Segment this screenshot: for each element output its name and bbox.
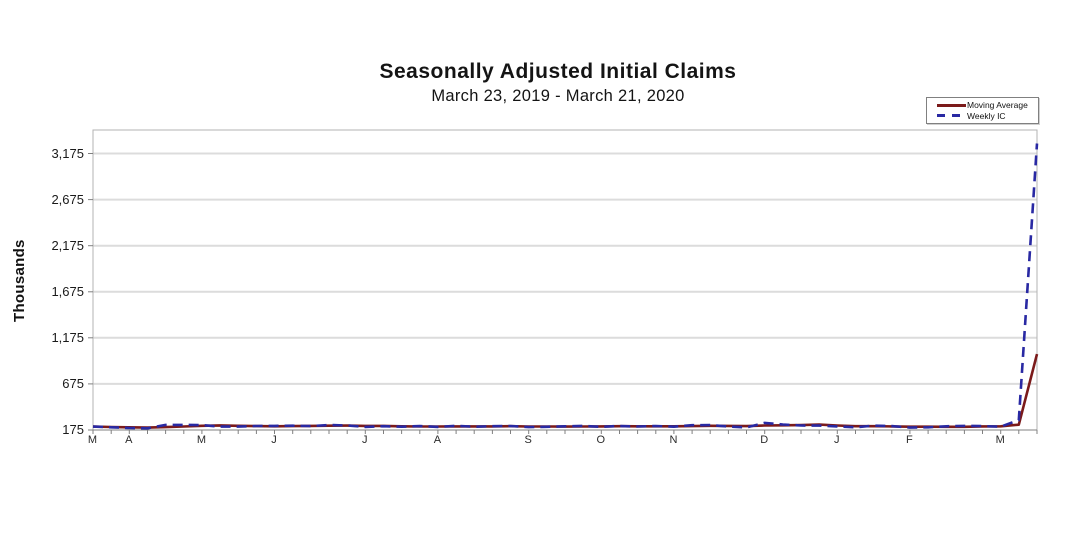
chart-title: Seasonally Adjusted Initial Claims: [379, 60, 737, 83]
x-axis-tick-label: M: [87, 434, 99, 446]
x-axis-tick-label: J: [362, 434, 369, 446]
x-axis-tick-label: J: [834, 434, 841, 446]
x-axis-tick-label: M: [196, 434, 207, 446]
y-axis-tick-label: 2,675: [51, 191, 84, 207]
legend-label-weekly-ic: Weekly IC: [967, 110, 1006, 121]
moving-average-line: [92, 353, 1039, 429]
x-axis-tick-label: N: [669, 434, 679, 446]
legend-item-moving-average: Moving Average: [937, 100, 1035, 111]
chart-subtitle: March 23, 2019 - March 21, 2020: [431, 87, 685, 105]
legend: Moving Average Weekly IC: [926, 97, 1039, 124]
legend-label-moving-average: Moving Average: [967, 100, 1028, 111]
x-axis-tick-label: A: [125, 434, 134, 446]
legend-item-weekly-ic: Weekly IC: [937, 111, 1035, 122]
y-axis-tick-label: 175: [62, 422, 84, 437]
x-axis-tick-label: F: [906, 434, 914, 446]
y-axis-tick-label: 3,175: [51, 145, 84, 161]
y-axis-tick-label: 675: [62, 375, 84, 391]
y-axis-tick-label: 1,675: [51, 283, 84, 299]
moving-average-line-swatch: [937, 103, 966, 107]
x-axis-tick-label: A: [433, 434, 443, 446]
x-axis-tick-label: M: [995, 434, 1006, 446]
x-axis-tick-label: D: [760, 434, 770, 446]
x-axis-tick-label: J: [271, 434, 278, 446]
weekly-ic-line: [92, 143, 1039, 430]
y-axis-tick-label: 1,175: [51, 329, 84, 345]
x-axis-tick-label: O: [596, 434, 607, 446]
plot-border: [92, 129, 1038, 431]
x-axis-tick-label: S: [524, 434, 533, 446]
y-axis-tick-label: 2,175: [51, 237, 84, 253]
weekly-ic-line-swatch: [937, 114, 966, 118]
